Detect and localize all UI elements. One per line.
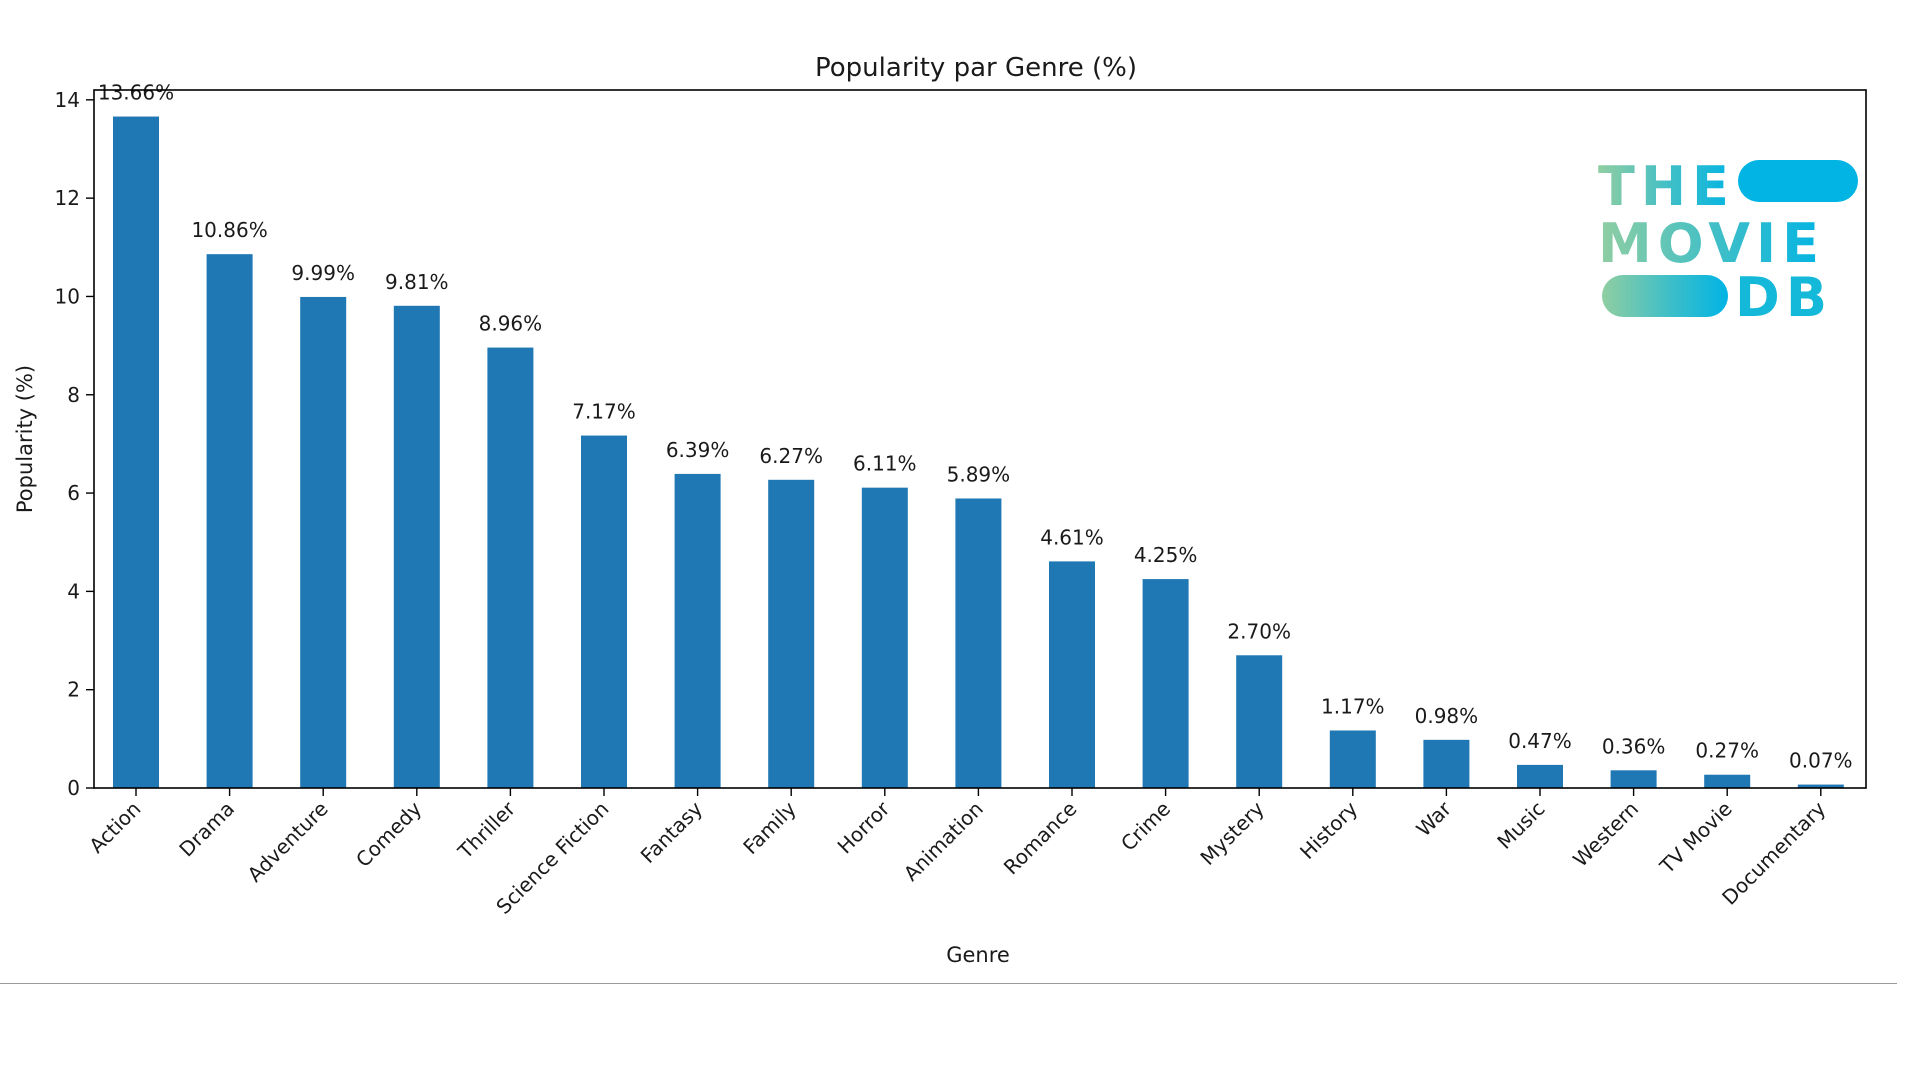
bar-value-label: 6.11% xyxy=(853,452,917,476)
bar-music xyxy=(1517,764,1563,788)
bar-thriller xyxy=(487,347,534,788)
bar-comedy xyxy=(393,305,440,788)
x-tick-label: Horror xyxy=(833,796,895,858)
x-tick-label: Action xyxy=(84,797,145,858)
bar-drama xyxy=(206,254,253,788)
plot-frame xyxy=(93,89,1867,789)
bar-value-label: 4.25% xyxy=(1134,543,1198,567)
bar-value-label: 9.99% xyxy=(291,261,355,285)
x-tick-label: Mystery xyxy=(1195,796,1268,869)
bar-western xyxy=(1610,770,1657,788)
bar-fantasy xyxy=(674,473,721,788)
bar-value-label: 2.70% xyxy=(1227,619,1291,643)
logo-pill-top xyxy=(1738,160,1858,202)
y-tick-label: 10 xyxy=(55,284,80,308)
y-tick-label: 0 xyxy=(67,776,80,800)
x-tick-label: Animation xyxy=(899,797,988,886)
x-tick-label: Western xyxy=(1568,797,1643,872)
bar-value-label: 5.89% xyxy=(947,462,1011,486)
bar-history xyxy=(1329,730,1376,788)
bar-value-label: 0.07% xyxy=(1789,749,1853,773)
x-tick-label: Comedy xyxy=(351,796,426,871)
bar-romance xyxy=(1049,561,1095,788)
bar-value-label: 0.47% xyxy=(1508,729,1572,753)
bar-value-label: 1.17% xyxy=(1321,694,1385,718)
bar-family xyxy=(768,479,815,788)
bar-documentary xyxy=(1797,784,1844,788)
x-tick-label: Drama xyxy=(174,797,239,862)
y-tick-label: 12 xyxy=(55,186,80,210)
x-tick-label: TV Movie xyxy=(1654,797,1736,879)
bar-animation xyxy=(955,498,1002,788)
x-tick-label: History xyxy=(1295,796,1362,863)
logo-text-the: THE xyxy=(1598,155,1735,218)
chart-title: Popularity par Genre (%) xyxy=(815,53,1137,83)
bar-value-label: 6.39% xyxy=(666,438,730,462)
bar-value-label: 10.86% xyxy=(191,218,267,242)
x-tick-label: Thriller xyxy=(453,796,521,864)
bar-value-label: 7.17% xyxy=(572,400,636,424)
bar-mystery xyxy=(1236,655,1283,788)
bar-tv-movie xyxy=(1704,774,1751,788)
bars-group xyxy=(113,116,1844,789)
data-labels-group: 13.66% 10.86% 9.99% 9.81% 8.96% 7.17% 6.39% 6.2… xyxy=(98,81,1853,773)
y-tick-label: 6 xyxy=(67,481,80,505)
tmdb-logo: THE MOVIE DB xyxy=(1598,155,1858,329)
bar-value-label: 8.96% xyxy=(479,312,543,336)
x-tick-label: Adventure xyxy=(243,797,333,887)
bar-action xyxy=(113,116,159,789)
bar-value-label: 9.81% xyxy=(385,270,449,294)
bar-value-label: 0.27% xyxy=(1695,739,1759,763)
page-divider xyxy=(0,983,1897,984)
bar-value-label: 4.61% xyxy=(1040,525,1104,549)
x-tick-label: War xyxy=(1411,796,1456,841)
bar-value-label: 6.27% xyxy=(759,444,823,468)
x-axis-label: Genre xyxy=(946,943,1010,967)
bar-value-label: 13.66% xyxy=(98,81,174,105)
y-tick-label: 8 xyxy=(67,383,80,407)
x-axis: Action Drama Adventure Comedy ThrillerScienc… xyxy=(84,788,1830,919)
bar-crime xyxy=(1142,579,1189,788)
x-tick-label: Fantasy xyxy=(636,796,708,868)
bar-value-label: 0.36% xyxy=(1602,734,1666,758)
x-tick-label: Family xyxy=(738,796,801,859)
bar-value-label: 0.98% xyxy=(1415,704,1479,728)
y-axis-label: Popularity (%) xyxy=(13,365,37,513)
x-tick-label: Music xyxy=(1492,797,1549,854)
logo-text-movie: MOVIE xyxy=(1598,212,1825,275)
bar-horror xyxy=(861,487,908,788)
bar-science-fiction xyxy=(581,435,627,788)
y-tick-label: 4 xyxy=(67,579,80,603)
logo-text-db: DB xyxy=(1735,266,1833,329)
x-tick-label: Romance xyxy=(999,797,1082,880)
x-tick-label: Crime xyxy=(1116,797,1175,856)
y-axis: 0 2 4 6 8 10 12 14 xyxy=(55,88,94,800)
logo-pill-bottom xyxy=(1602,275,1728,317)
bar-adventure xyxy=(300,296,347,788)
y-tick-label: 2 xyxy=(67,678,80,702)
bar-war xyxy=(1423,739,1470,788)
y-tick-label: 14 xyxy=(55,88,80,112)
